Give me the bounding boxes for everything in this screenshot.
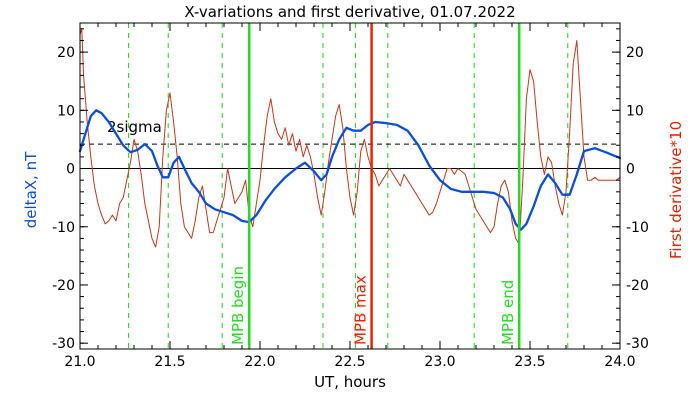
x-axis-label: UT, hours: [314, 373, 386, 391]
y-tick-label-right: -30: [626, 336, 649, 352]
y-tick-label-right: -10: [626, 220, 649, 236]
x-tick-label: 23.0: [424, 354, 455, 370]
y-axis-right-label: First derivative*10: [667, 121, 685, 259]
y-tick-label-left: -20: [52, 278, 75, 294]
sigma-label: 2sigma: [107, 118, 162, 136]
marker-label-max: MPB max: [352, 275, 370, 345]
y-tick-label-left: -10: [52, 220, 75, 236]
x-tick-label: 23.5: [514, 354, 545, 370]
x-tick-label: 22.0: [244, 354, 275, 370]
x-tick-label: 21.0: [64, 354, 95, 370]
y-tick-label-right: 10: [626, 103, 644, 119]
y-axis-left-label: deltaX, nT: [22, 151, 40, 228]
y-tick-label-right: -20: [626, 278, 649, 294]
x-tick-label: 21.5: [154, 354, 185, 370]
marker-label-begin: MPB begin: [229, 266, 247, 345]
series-deltax-line: [78, 109, 622, 231]
y-tick-label-right: 0: [626, 162, 635, 178]
marker-label-end: MPB end: [499, 280, 517, 345]
chart-title: X-variations and first derivative, 01.07…: [184, 3, 515, 21]
series-derivative-line: [79, 28, 621, 248]
y-tick-label-left: 10: [57, 103, 75, 119]
y-tick-label-right: 20: [626, 45, 644, 61]
y-tick-label-left: -30: [52, 336, 75, 352]
x-tick-label: 22.5: [334, 354, 365, 370]
y-tick-label-left: 0: [66, 162, 75, 178]
plot-area: 2sigma MPB begin MPB max MPB end 21.0 21.5 22.…: [52, 22, 649, 370]
x-tick-label: 24.0: [604, 354, 635, 370]
y-tick-label-left: 20: [57, 45, 75, 61]
